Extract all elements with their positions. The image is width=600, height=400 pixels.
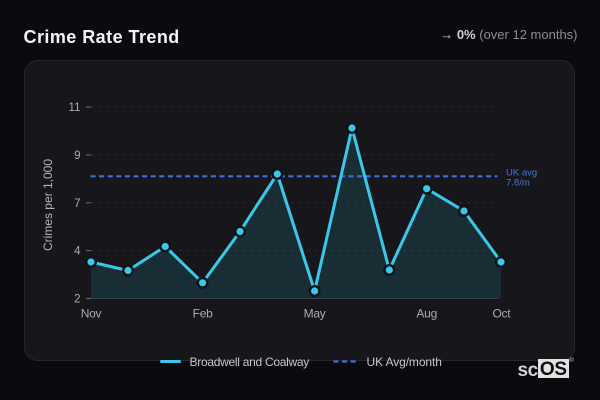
svg-text:Nov: Nov bbox=[81, 307, 102, 321]
svg-text:UK avg: UK avg bbox=[506, 167, 537, 178]
svg-text:Feb: Feb bbox=[193, 307, 214, 321]
svg-text:7.8/m: 7.8/m bbox=[506, 177, 530, 188]
svg-text:11: 11 bbox=[69, 102, 81, 114]
svg-text:4: 4 bbox=[74, 246, 81, 258]
svg-text:Oct: Oct bbox=[492, 307, 511, 321]
svg-text:Crimes per 1,000: Crimes per 1,000 bbox=[41, 159, 55, 251]
svg-text:Aug: Aug bbox=[416, 307, 437, 321]
svg-text:7: 7 bbox=[74, 198, 80, 210]
svg-text:9: 9 bbox=[74, 150, 80, 162]
svg-text:2: 2 bbox=[74, 294, 80, 306]
svg-text:May: May bbox=[304, 307, 326, 321]
